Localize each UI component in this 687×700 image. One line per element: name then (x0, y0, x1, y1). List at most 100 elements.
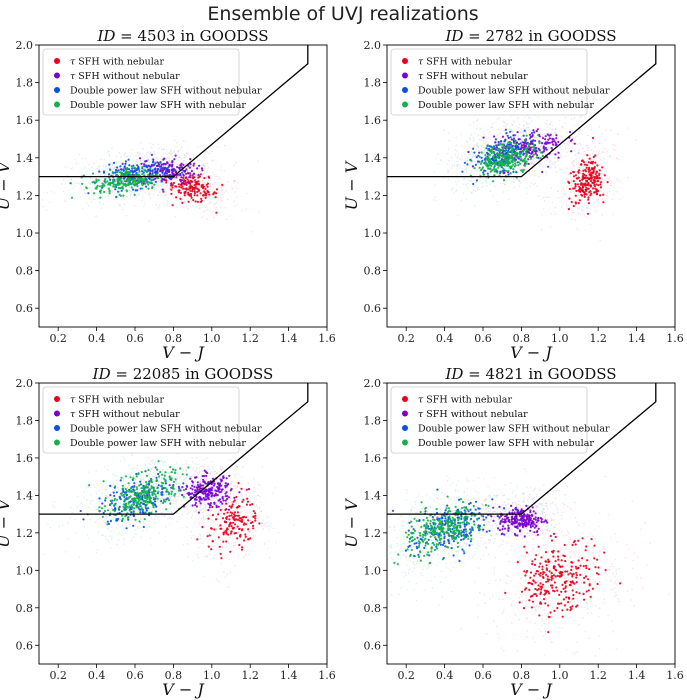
halo-point (503, 184, 506, 186)
halo-point (233, 200, 235, 202)
data-point (523, 129, 526, 132)
data-point (196, 167, 199, 170)
halo-point (167, 171, 169, 174)
halo-point (161, 183, 164, 185)
data-point (202, 492, 205, 495)
halo-point (557, 139, 560, 141)
halo-point (472, 176, 475, 179)
halo-point (194, 174, 197, 177)
halo-point (530, 182, 533, 184)
legend-label: Double power law SFH with nebular (418, 100, 594, 111)
halo-point (603, 179, 605, 182)
data-point (209, 502, 212, 505)
halo-point (543, 148, 546, 151)
data-point (502, 167, 505, 170)
halo-point (117, 523, 120, 526)
halo-point (230, 480, 232, 483)
data-point (501, 159, 504, 162)
halo-point (615, 157, 618, 159)
data-point (478, 166, 481, 169)
data-point (113, 161, 116, 164)
halo-point (164, 525, 167, 528)
halo-point (173, 503, 175, 505)
halo-point (548, 132, 550, 135)
data-point (252, 510, 255, 513)
halo-point (190, 175, 192, 178)
data-point (154, 180, 157, 183)
halo-point (448, 139, 451, 142)
halo-point (570, 191, 572, 194)
data-point (493, 170, 496, 173)
data-point (116, 180, 119, 184)
halo-point (205, 510, 207, 512)
halo-point (218, 502, 220, 505)
halo-point (198, 523, 200, 526)
halo-point (224, 514, 226, 517)
data-point (569, 130, 572, 134)
data-point (598, 172, 601, 175)
halo-point (545, 174, 547, 177)
halo-point (148, 193, 151, 196)
halo-point (94, 193, 97, 195)
data-point (585, 163, 589, 167)
data-point (240, 548, 244, 551)
data-point (122, 194, 125, 197)
halo-point (236, 196, 238, 198)
data-point (240, 529, 243, 532)
halo-point (161, 460, 163, 462)
halo-point (432, 199, 435, 201)
data-point (479, 162, 483, 165)
halo-point (233, 475, 236, 477)
halo-point (253, 486, 256, 489)
data-point (193, 162, 196, 165)
halo-point (464, 153, 466, 156)
halo-point (521, 144, 523, 146)
data-point (236, 537, 239, 540)
halo-point (521, 155, 524, 157)
data-point (575, 177, 579, 180)
halo-point (247, 530, 250, 532)
data-point (219, 552, 222, 556)
data-point (532, 129, 535, 132)
halo-point (236, 466, 239, 468)
halo-point (84, 191, 86, 194)
halo-point (531, 120, 533, 122)
halo-point (166, 200, 169, 202)
halo-point (160, 188, 162, 191)
halo-point (231, 503, 233, 505)
halo-point (545, 146, 548, 148)
data-point (130, 186, 133, 189)
halo-point (513, 181, 515, 183)
halo-point (599, 142, 601, 144)
data-point (227, 508, 230, 511)
halo-point (503, 129, 505, 132)
halo-point (470, 191, 473, 194)
data-point (499, 172, 502, 175)
halo-point (163, 165, 166, 168)
halo-point (213, 216, 215, 219)
halo-point (582, 147, 585, 149)
data-point (204, 187, 207, 190)
halo-point (72, 187, 75, 189)
data-point (486, 172, 489, 175)
halo-point (456, 178, 459, 180)
halo-point (209, 185, 211, 188)
data-point (214, 489, 217, 492)
halo-point (517, 126, 520, 129)
halo-point (504, 167, 506, 170)
halo-point (200, 170, 202, 173)
halo-point (583, 167, 585, 170)
halo-point (128, 188, 130, 191)
halo-point (534, 145, 537, 148)
halo-point (224, 490, 226, 492)
halo-point (212, 171, 214, 174)
halo-point (232, 509, 234, 512)
halo-point (166, 202, 169, 205)
halo-point (242, 466, 244, 468)
halo-point (590, 223, 592, 226)
halo-point (190, 517, 193, 519)
halo-point (520, 132, 523, 135)
data-point (224, 484, 227, 487)
data-point (531, 142, 534, 145)
data-point (156, 177, 159, 180)
